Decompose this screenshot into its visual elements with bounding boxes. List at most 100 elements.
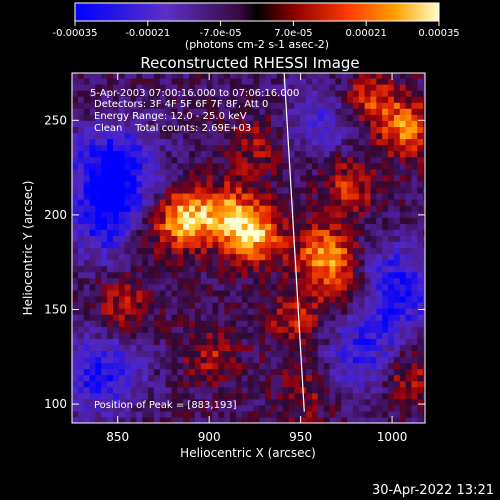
heatmap-cell: [323, 386, 331, 394]
heatmap-cell: [271, 356, 278, 364]
heatmap-cell: [165, 356, 173, 364]
heatmap-cell: [405, 199, 413, 206]
heatmap-cell: [171, 289, 178, 297]
heatmap-cell: [107, 320, 114, 327]
heatmap-cell: [341, 404, 348, 412]
heatmap-cell: [165, 90, 173, 97]
heatmap-cell: [183, 241, 190, 249]
heatmap-cell: [376, 368, 383, 376]
heatmap-cell: [101, 295, 108, 303]
heatmap-cell: [417, 398, 424, 406]
heatmap-cell: [107, 332, 114, 339]
heatmap-cell: [142, 199, 149, 206]
heatmap-cell: [370, 253, 377, 261]
heatmap-cell: [113, 344, 120, 351]
heatmap-cell: [388, 356, 395, 364]
heatmap-cell: [189, 338, 196, 345]
heatmap-cell: [282, 186, 290, 194]
heatmap-cell: [224, 380, 231, 388]
heatmap-cell: [165, 174, 173, 182]
heatmap-cell: [95, 253, 102, 261]
heatmap-cell: [101, 253, 108, 261]
footer-timestamp: 30-Apr-2022 13:21: [372, 483, 494, 498]
heatmap-cell: [364, 301, 372, 309]
heatmap-cell: [72, 217, 79, 224]
heatmap-cell: [130, 114, 137, 121]
heatmap-cell: [306, 332, 313, 339]
heatmap-cell: [370, 108, 377, 115]
heatmap-cell: [347, 241, 354, 249]
heatmap-cell: [212, 295, 219, 303]
heatmap-cell: [247, 174, 255, 182]
heatmap-cell: [171, 102, 178, 109]
heatmap-cell: [288, 247, 296, 255]
heatmap-cell: [282, 223, 290, 230]
heatmap-cell: [218, 404, 225, 412]
heatmap-cell: [265, 362, 272, 370]
heatmap-cell: [241, 338, 249, 345]
heatmap-cell: [300, 192, 307, 200]
heatmap-cell: [113, 308, 120, 315]
heatmap-cell: [376, 356, 383, 364]
heatmap-cell: [282, 120, 290, 127]
heatmap-cell: [241, 180, 249, 188]
heatmap-cell: [183, 253, 190, 261]
heatmap-cell: [83, 77, 91, 85]
heatmap-cell: [364, 156, 372, 164]
heatmap-cell: [89, 132, 97, 140]
heatmap-cell: [323, 162, 331, 170]
heatmap-cell: [189, 77, 196, 85]
heatmap-cell: [189, 73, 196, 79]
heatmap-cell: [83, 320, 91, 327]
heatmap-cell: [382, 132, 389, 140]
heatmap-cell: [159, 138, 167, 146]
heatmap-cell: [323, 392, 331, 400]
heatmap-cell: [405, 205, 413, 212]
heatmap-cell: [335, 410, 342, 418]
heatmap-cell: [288, 138, 296, 146]
heatmap-cell: [259, 126, 266, 134]
heatmap-cell: [165, 271, 173, 279]
heatmap-cell: [382, 120, 389, 127]
heatmap-cell: [382, 404, 389, 412]
heatmap-cell: [124, 84, 132, 91]
heatmap-cell: [388, 144, 395, 152]
heatmap-cell: [323, 277, 331, 285]
annotation-energy-range: Energy Range: 12.0 - 25.0 keV: [94, 111, 247, 122]
heatmap-cell: [411, 90, 418, 97]
heatmap-cell: [388, 120, 395, 127]
heatmap-cell: [312, 259, 319, 267]
heatmap-cell: [306, 247, 313, 255]
heatmap-cell: [411, 332, 418, 339]
heatmap-cell: [259, 84, 266, 91]
heatmap-cell: [358, 386, 366, 394]
heatmap-cell: [329, 295, 336, 303]
heatmap-cell: [95, 120, 102, 127]
colorbar-tick-label: -0.00035: [53, 28, 98, 39]
heatmap-cell: [364, 211, 372, 218]
heatmap-cell: [399, 186, 407, 194]
heatmap-cell: [224, 102, 231, 109]
heatmap-cell: [206, 277, 214, 285]
heatmap-cell: [388, 211, 395, 218]
heatmap-cell: [393, 271, 401, 279]
heatmap-cell: [235, 114, 243, 121]
heatmap-cell: [282, 374, 290, 382]
heatmap-cell: [165, 132, 173, 140]
heatmap-cell: [247, 265, 255, 273]
heatmap-cell: [399, 338, 407, 345]
heatmap-cell: [271, 283, 278, 291]
heatmap-cell: [300, 332, 307, 339]
heatmap-cell: [72, 241, 79, 249]
heatmap-cell: [107, 241, 114, 249]
heatmap-cell: [177, 398, 184, 406]
heatmap-cell: [183, 84, 190, 91]
heatmap-cell: [312, 90, 319, 97]
heatmap-cell: [364, 308, 372, 315]
heatmap-cell: [335, 301, 342, 309]
heatmap-cell: [294, 386, 301, 394]
heatmap-cell: [194, 259, 202, 267]
heatmap-cell: [335, 108, 342, 115]
heatmap-cell: [142, 192, 149, 200]
heatmap-cell: [306, 380, 313, 388]
